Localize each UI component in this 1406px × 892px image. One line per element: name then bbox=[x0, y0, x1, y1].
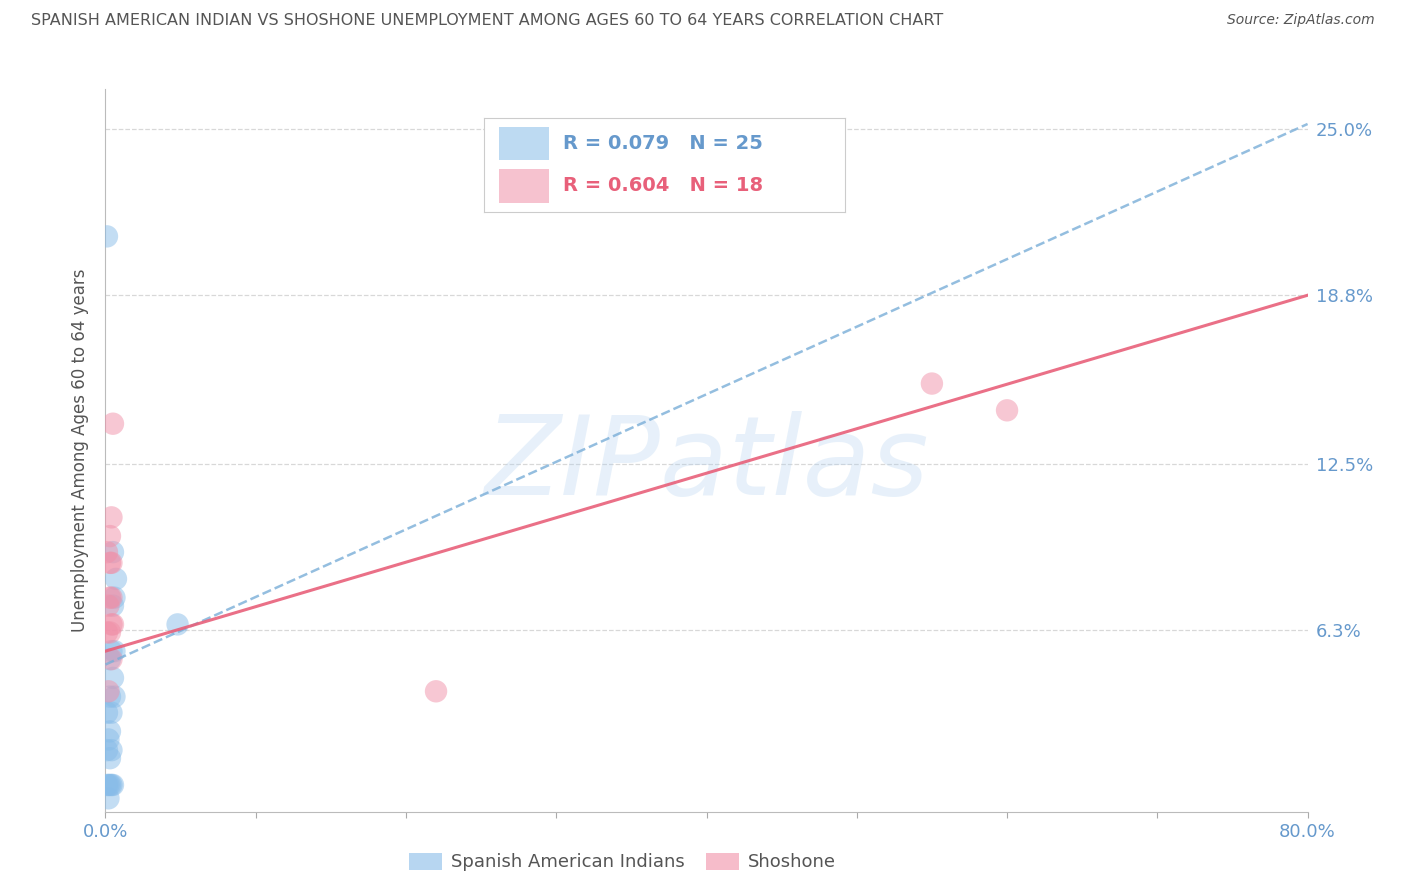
Point bbox=[96, 743, 118, 757]
Point bbox=[101, 671, 124, 685]
Point bbox=[103, 644, 125, 658]
Point bbox=[921, 376, 943, 391]
Point bbox=[96, 706, 118, 720]
Point bbox=[97, 791, 120, 805]
Point bbox=[97, 778, 120, 792]
Point bbox=[100, 778, 122, 792]
Point bbox=[98, 625, 121, 640]
Point bbox=[103, 690, 125, 704]
Point bbox=[98, 556, 121, 570]
Point bbox=[425, 684, 447, 698]
Point bbox=[995, 403, 1018, 417]
Text: SPANISH AMERICAN INDIAN VS SHOSHONE UNEMPLOYMENT AMONG AGES 60 TO 64 YEARS CORRE: SPANISH AMERICAN INDIAN VS SHOSHONE UNEM… bbox=[31, 13, 943, 29]
Point bbox=[98, 690, 121, 704]
Point bbox=[100, 743, 122, 757]
Text: ZIPatlas: ZIPatlas bbox=[484, 411, 929, 518]
Point bbox=[101, 599, 124, 613]
Point bbox=[98, 591, 121, 605]
Point bbox=[97, 684, 120, 698]
Point bbox=[96, 229, 118, 244]
Point bbox=[96, 625, 118, 640]
Point bbox=[97, 732, 120, 747]
Point bbox=[166, 617, 188, 632]
Point bbox=[100, 617, 122, 632]
Point bbox=[100, 591, 122, 605]
Point bbox=[96, 778, 118, 792]
Point bbox=[101, 545, 124, 559]
Point bbox=[100, 556, 122, 570]
Point bbox=[103, 591, 125, 605]
Point bbox=[98, 751, 121, 765]
Point bbox=[100, 706, 122, 720]
Point bbox=[98, 724, 121, 739]
Point bbox=[101, 417, 124, 431]
Point bbox=[100, 510, 122, 524]
Point bbox=[96, 545, 118, 559]
Point bbox=[104, 572, 127, 586]
Point bbox=[100, 644, 122, 658]
Y-axis label: Unemployment Among Ages 60 to 64 years: Unemployment Among Ages 60 to 64 years bbox=[72, 268, 90, 632]
Point bbox=[98, 778, 121, 792]
Point bbox=[97, 599, 120, 613]
Legend: Spanish American Indians, Shoshone: Spanish American Indians, Shoshone bbox=[402, 846, 842, 879]
Point bbox=[98, 652, 121, 666]
Text: Source: ZipAtlas.com: Source: ZipAtlas.com bbox=[1227, 13, 1375, 28]
Point bbox=[101, 617, 124, 632]
Point bbox=[100, 652, 122, 666]
Point bbox=[101, 778, 124, 792]
Point bbox=[98, 529, 121, 543]
